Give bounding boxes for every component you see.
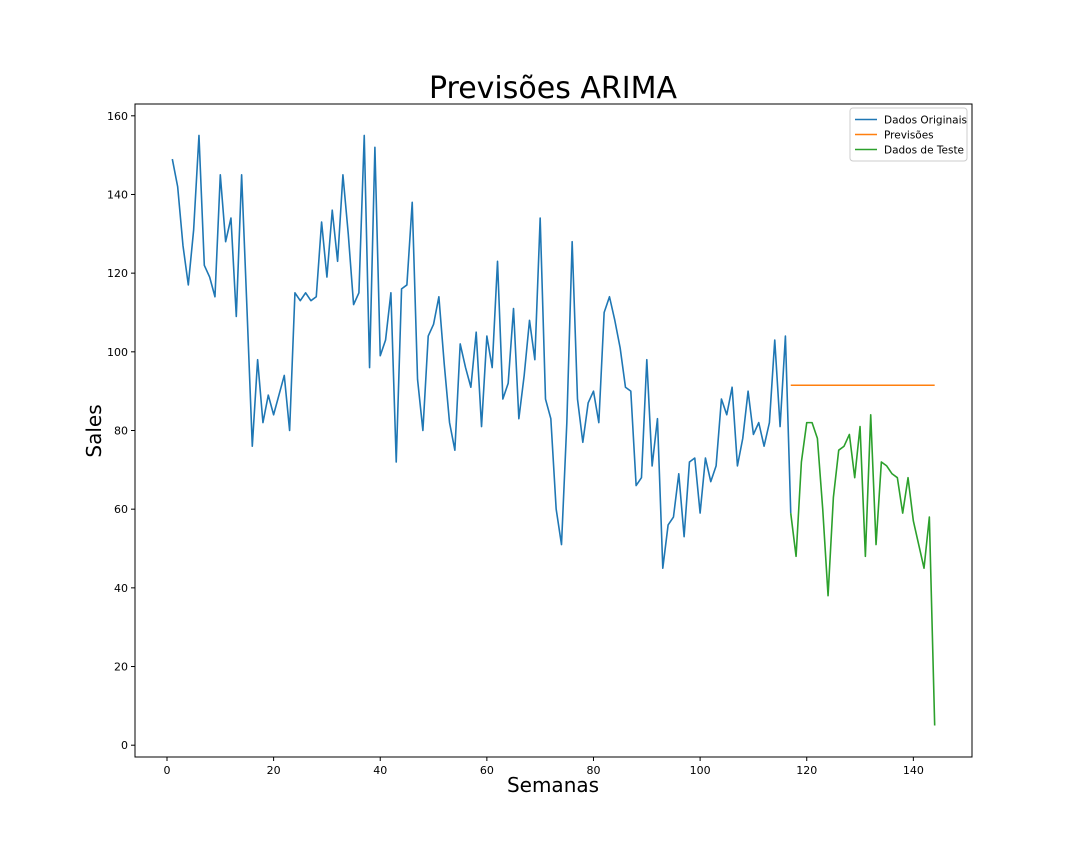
series-line-dados-originais [171,134,792,569]
series-layer [171,134,936,726]
y-tick-label: 160 [107,110,128,123]
x-axis: 0 20 40 60 80 100 120 140 [163,757,924,777]
legend-entry: Previsões [884,130,934,142]
y-axis-label: Sales [82,404,106,457]
x-tick-label: 140 [903,764,924,777]
legend: Dados Originais Previsões Dados de Teste [849,107,968,162]
y-tick-label: 60 [114,503,128,516]
x-tick-label: 120 [796,764,817,777]
y-tick-label: 120 [107,267,128,280]
y-tick-label: 80 [114,425,128,438]
x-tick-label: 40 [373,764,387,777]
y-tick-label: 140 [107,188,128,201]
x-axis-label: Semanas [507,773,599,797]
y-axis: 0 20 40 60 80 100 120 140 160 [107,110,135,752]
x-tick-label: 80 [586,764,600,777]
y-tick-label: 100 [107,346,128,359]
x-tick-label: 20 [267,764,281,777]
legend-entry: Dados Originais [884,115,967,127]
y-tick-label: 40 [114,582,128,595]
legend-entry: Dados de Teste [884,145,964,157]
y-tick-label: 0 [121,739,128,752]
y-tick-label: 20 [114,661,128,674]
legend-box [849,107,968,162]
plot-frame [134,103,973,758]
x-tick-label: 100 [690,764,711,777]
series-line-dados-de-teste [789,413,936,726]
x-tick-label: 60 [480,764,494,777]
x-tick-label: 0 [163,764,170,777]
chart-title: Previsões ARIMA [429,71,677,106]
plot-area [134,103,973,758]
